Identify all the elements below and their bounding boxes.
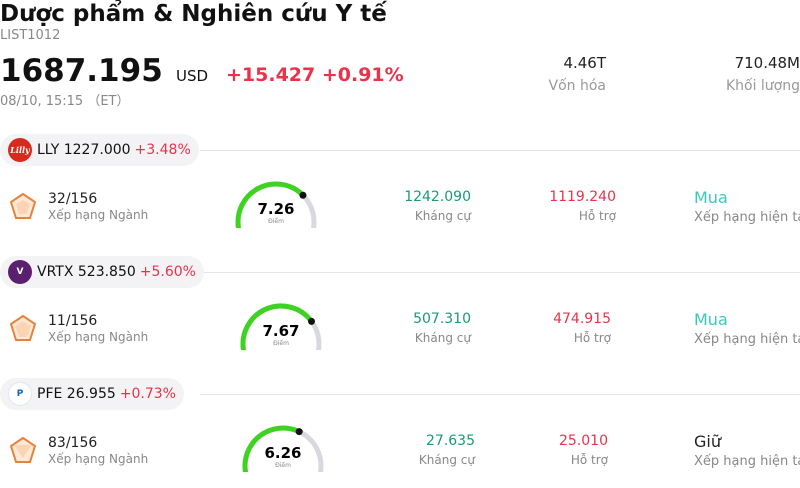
support-label: Hỗ trợ bbox=[570, 453, 608, 467]
score-label: Điểm bbox=[275, 462, 291, 469]
resistance-value: 1242.090 bbox=[404, 189, 471, 205]
score-gauge: 7.26 Điểm bbox=[235, 181, 317, 228]
industry-rank: 32/156 bbox=[48, 191, 98, 207]
ticker-price: VRTX 523.850 bbox=[37, 264, 136, 280]
ticker-price: PFE 26.955 bbox=[37, 386, 116, 402]
currency-label: USD bbox=[176, 67, 209, 85]
rank-icon bbox=[8, 436, 38, 470]
score-value: 7.26 bbox=[257, 200, 294, 218]
rating-label: Xếp hạng hiện tại bbox=[694, 210, 800, 225]
page-title: Dược phẩm & Nghiên cứu Y tế bbox=[0, 1, 387, 27]
industry-rank-label: Xếp hạng Ngành bbox=[48, 208, 149, 222]
industry-rank: 83/156 bbox=[48, 435, 98, 451]
industry-rank: 11/156 bbox=[48, 313, 98, 329]
company-logo-icon: Lilly bbox=[8, 138, 32, 162]
support-value: 25.010 bbox=[559, 433, 608, 449]
score-gauge: 6.26 Điểm bbox=[242, 425, 324, 472]
support-label: Hỗ trợ bbox=[573, 331, 611, 345]
rating-label: Xếp hạng hiện tại bbox=[694, 332, 800, 347]
stock-pill-vrtx[interactable]: V VRTX 523.850 +5.60% bbox=[0, 256, 204, 288]
index-price: 1687.195 bbox=[0, 53, 163, 89]
rating-value: Mua bbox=[694, 310, 728, 329]
industry-rank-label: Xếp hạng Ngành bbox=[48, 452, 149, 466]
company-logo-icon: P bbox=[8, 382, 32, 406]
ticker-change: +0.73% bbox=[119, 386, 176, 402]
resistance-label: Kháng cự bbox=[414, 331, 471, 345]
index-code: LIST1012 bbox=[0, 28, 61, 43]
rank-icon bbox=[8, 192, 38, 226]
rating-value: Mua bbox=[694, 188, 728, 207]
rating-value: Giữ bbox=[694, 432, 721, 451]
company-logo-icon: V bbox=[8, 260, 32, 284]
score-gauge: 7.67 Điểm bbox=[240, 303, 322, 350]
score-value: 6.26 bbox=[264, 444, 301, 462]
resistance-value: 507.310 bbox=[413, 311, 471, 327]
industry-rank-label: Xếp hạng Ngành bbox=[48, 330, 149, 344]
divider bbox=[200, 272, 800, 273]
resistance-label: Kháng cự bbox=[418, 453, 475, 467]
market-cap-value: 4.46T bbox=[563, 54, 606, 72]
divider bbox=[200, 150, 800, 151]
support-label: Hỗ trợ bbox=[578, 209, 616, 223]
stock-pill-lly[interactable]: Lilly LLY 1227.000 +3.48% bbox=[0, 134, 199, 166]
score-label: Điểm bbox=[268, 218, 284, 225]
ticker-change: +5.60% bbox=[139, 264, 196, 280]
ticker-change: +3.48% bbox=[134, 142, 191, 158]
price-change: +15.427 +0.91% bbox=[226, 64, 404, 86]
score-value: 7.67 bbox=[262, 322, 299, 340]
divider bbox=[200, 394, 800, 395]
stock-pill-pfe[interactable]: P PFE 26.955 +0.73% bbox=[0, 378, 184, 410]
resistance-label: Kháng cự bbox=[414, 209, 471, 223]
market-cap-label: Vốn hóa bbox=[548, 78, 606, 94]
support-value: 474.915 bbox=[553, 311, 611, 327]
resistance-value: 27.635 bbox=[426, 433, 475, 449]
timestamp: 08/10, 15:15 （ET） bbox=[0, 94, 130, 109]
volume-label: Khối lượng bbox=[725, 78, 800, 94]
ticker-price: LLY 1227.000 bbox=[37, 142, 131, 158]
score-label: Điểm bbox=[273, 340, 289, 347]
rank-icon bbox=[8, 314, 38, 348]
support-value: 1119.240 bbox=[549, 189, 616, 205]
volume-value: 710.48M bbox=[734, 54, 800, 72]
rating-label: Xếp hạng hiện tại bbox=[694, 454, 800, 469]
